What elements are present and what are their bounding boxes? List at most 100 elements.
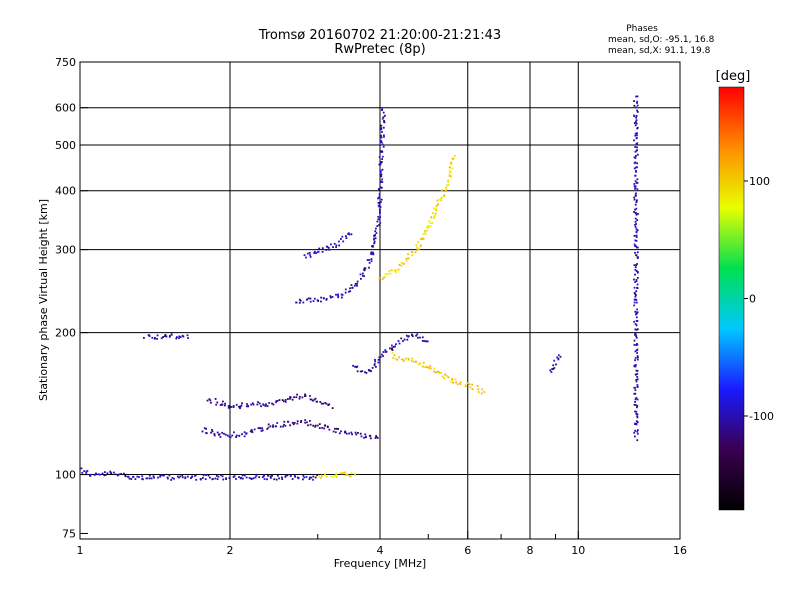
data-point: [431, 222, 434, 224]
data-point: [317, 250, 320, 253]
data-point: [104, 474, 107, 476]
data-point: [235, 436, 237, 438]
data-point: [634, 364, 637, 366]
data-point: [363, 269, 366, 272]
data-point: [634, 401, 636, 403]
data-point: [635, 316, 638, 319]
data-point: [448, 169, 451, 172]
data-point: [289, 475, 292, 477]
data-point: [377, 204, 380, 207]
data-point: [451, 378, 454, 380]
data-point: [340, 430, 342, 433]
data-point: [331, 475, 334, 478]
data-point: [207, 474, 210, 477]
data-point: [314, 424, 317, 427]
data-point: [379, 180, 382, 182]
data-point: [382, 355, 384, 357]
data-point: [162, 336, 164, 338]
data-point: [152, 475, 155, 478]
data-point: [424, 231, 426, 233]
data-point: [636, 439, 639, 442]
data-point: [258, 476, 261, 479]
data-point: [364, 267, 367, 270]
data-point: [153, 476, 155, 479]
data-point: [294, 475, 296, 478]
data-point: [633, 264, 636, 266]
data-point: [633, 298, 636, 301]
data-point: [134, 478, 137, 480]
plot-area: 1 2 4 6 8 10 16 75 100 200 300 400 500 600 750: [55, 56, 687, 557]
data-point: [633, 291, 636, 294]
data-point: [382, 145, 385, 148]
data-point: [344, 431, 347, 434]
data-point: [314, 476, 317, 479]
trace-o-mode-ground-trace: [80, 467, 318, 481]
data-point: [116, 474, 119, 477]
data-point: [440, 189, 443, 192]
data-point: [312, 475, 315, 478]
data-point: [634, 350, 637, 353]
data-point: [438, 372, 441, 375]
data-point: [272, 424, 274, 427]
data-point: [369, 252, 372, 255]
data-point: [354, 474, 356, 476]
data-point: [89, 473, 92, 476]
data-point: [451, 379, 454, 381]
data-point: [211, 478, 214, 481]
data-point: [313, 252, 316, 254]
data-point: [277, 474, 279, 477]
data-point: [292, 423, 295, 426]
data-point: [400, 264, 403, 267]
data-point: [635, 115, 638, 117]
data-point: [295, 396, 298, 399]
data-point: [282, 425, 284, 428]
y-tick-label-750: 750: [55, 56, 76, 69]
data-point: [321, 427, 324, 429]
data-point: [210, 401, 212, 404]
data-point: [393, 269, 396, 272]
data-point: [224, 402, 226, 405]
data-point: [383, 135, 385, 138]
data-point: [184, 476, 187, 479]
data-point: [634, 410, 636, 413]
data-point: [436, 199, 439, 202]
data-point: [435, 205, 438, 207]
data-point: [635, 143, 638, 146]
data-point: [634, 251, 636, 254]
data-point: [633, 304, 636, 307]
data-point: [381, 178, 384, 181]
data-point: [324, 474, 326, 476]
y-axis-label: Stationary phase Virtual Height [km]: [37, 199, 50, 401]
data-point: [633, 100, 635, 102]
data-point: [299, 299, 302, 302]
data-point: [452, 381, 454, 384]
data-point: [379, 186, 382, 189]
data-point: [379, 171, 382, 174]
data-point: [438, 371, 440, 373]
data-point: [214, 477, 217, 480]
data-point: [127, 475, 130, 478]
data-point: [635, 234, 638, 237]
data-point: [634, 429, 636, 432]
data-point: [208, 398, 211, 401]
data-point: [266, 428, 269, 430]
data-point: [377, 202, 380, 204]
data-point: [328, 248, 331, 251]
data-point: [468, 383, 471, 386]
data-point: [370, 260, 373, 263]
data-point: [363, 275, 365, 277]
data-point: [636, 378, 639, 381]
data-point: [636, 370, 639, 372]
x-tick-label-16: 16: [673, 544, 687, 557]
data-point: [281, 399, 284, 401]
data-point: [309, 254, 311, 256]
data-point: [109, 470, 112, 473]
data-point: [320, 476, 322, 479]
x-tick-label-6: 6: [464, 544, 471, 557]
data-point: [274, 425, 277, 428]
data-point: [275, 478, 278, 481]
data-point: [293, 474, 296, 477]
data-point: [441, 375, 444, 378]
data-point: [142, 478, 144, 481]
data-point: [320, 402, 323, 405]
